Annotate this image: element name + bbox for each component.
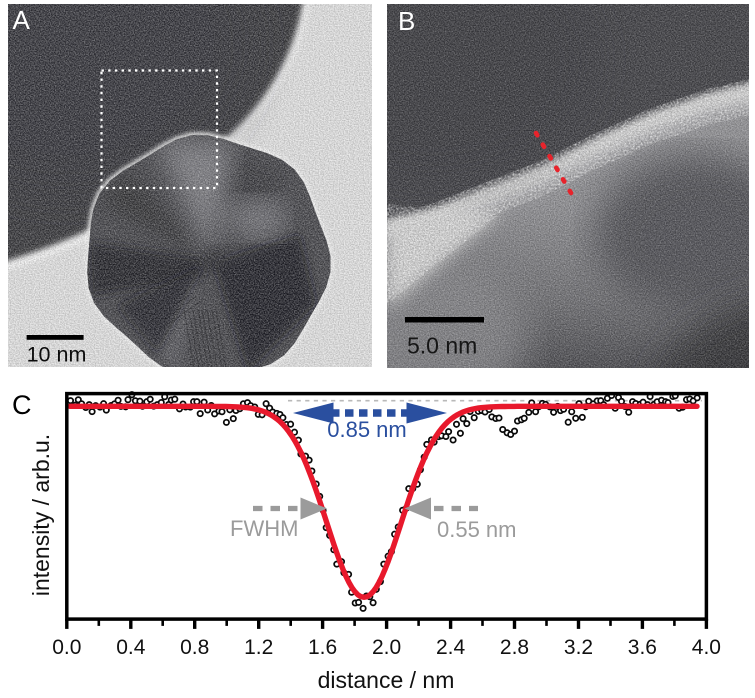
svg-text:3.6: 3.6 (628, 636, 657, 659)
svg-text:3.2: 3.2 (564, 636, 593, 659)
svg-text:5.0 nm: 5.0 nm (407, 333, 477, 359)
svg-text:1.6: 1.6 (308, 636, 337, 659)
svg-text:4.0: 4.0 (692, 636, 721, 659)
svg-text:intensity / arb.u.: intensity / arb.u. (28, 434, 54, 596)
svg-text:FWHM: FWHM (230, 516, 298, 541)
svg-text:2.0: 2.0 (372, 636, 401, 659)
svg-text:B: B (398, 6, 415, 36)
svg-text:0.55 nm: 0.55 nm (437, 517, 517, 542)
svg-text:0.0: 0.0 (52, 636, 81, 659)
svg-text:C: C (12, 390, 32, 420)
svg-text:0.85 nm: 0.85 nm (327, 417, 407, 442)
svg-text:2.8: 2.8 (500, 636, 529, 659)
svg-text:distance / nm: distance / nm (318, 667, 455, 693)
svg-text:10 nm: 10 nm (27, 343, 87, 367)
svg-text:0.4: 0.4 (116, 636, 146, 659)
svg-text:0.8: 0.8 (180, 636, 209, 659)
svg-text:1.2: 1.2 (244, 636, 273, 659)
svg-text:A: A (13, 5, 31, 35)
svg-text:2.4: 2.4 (436, 636, 466, 659)
